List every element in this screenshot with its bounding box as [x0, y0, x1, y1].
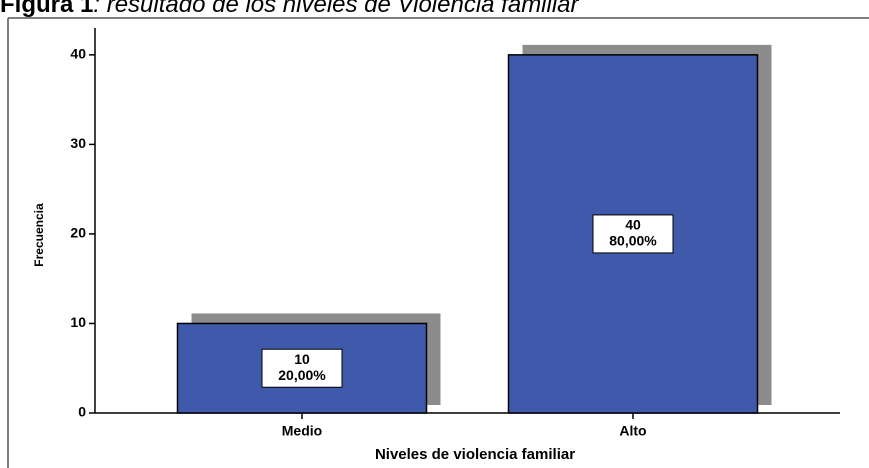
- percentage-label: 80,00%: [609, 233, 657, 249]
- y-tick-label: 10: [70, 314, 86, 330]
- x-axis-label: Niveles de violencia familiar: [375, 446, 575, 463]
- x-tick-label: Alto: [619, 423, 646, 439]
- figure-label: Figura 1: [0, 0, 93, 18]
- title-text: : resultado de los niveles de Violencia …: [93, 0, 579, 18]
- y-tick-label: 20: [70, 225, 86, 241]
- x-tick-label: Medio: [282, 423, 322, 439]
- value-label: 10: [294, 351, 310, 367]
- value-label-box: [261, 348, 343, 388]
- y-tick-label: 0: [78, 404, 86, 420]
- y-tick-label: 40: [70, 46, 86, 62]
- y-tick-label: 30: [70, 135, 86, 151]
- value-label-box: [592, 214, 674, 254]
- value-label: 40: [625, 217, 641, 233]
- percentage-label: 20,00%: [278, 367, 326, 383]
- y-axis-label: Frecuencia: [32, 203, 46, 267]
- figure-title: Figura 1: resultado de los niveles de Vi…: [0, 0, 580, 18]
